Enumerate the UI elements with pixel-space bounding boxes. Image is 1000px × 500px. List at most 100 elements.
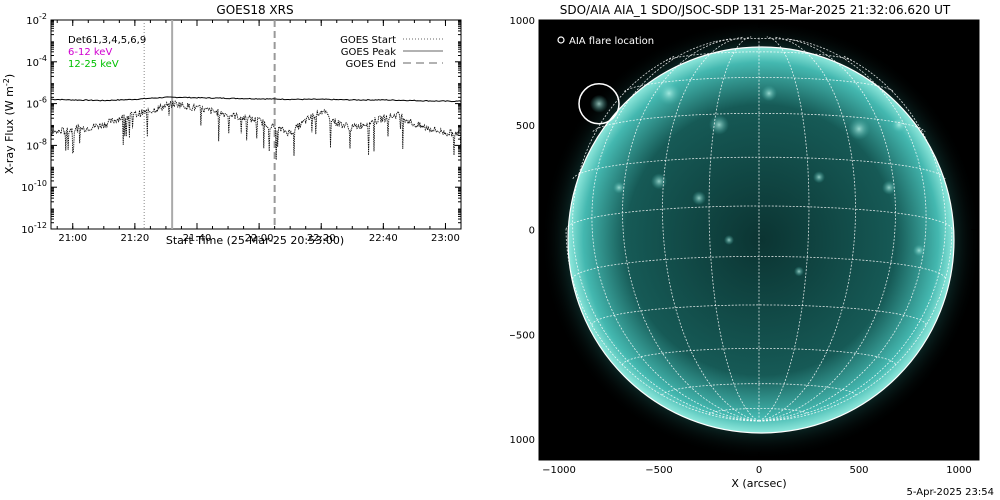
aia-y-tick-labels: −1000 −500 0 500 1000 [510, 16, 535, 446]
goes-axis-ticks [51, 19, 462, 230]
active-region-glow [590, 94, 608, 113]
goes-y-tick-label: 10-4 [26, 54, 47, 69]
y-tick-base: 10 [26, 141, 39, 152]
longitude-line [591, 41, 760, 422]
heliographic-grid [565, 36, 953, 422]
active-region-glow [613, 181, 625, 194]
goes-legend-left-item: Det61,3,4,5,6,9 [68, 35, 146, 46]
longitude-line [708, 36, 760, 422]
longitude-line [758, 36, 856, 422]
aia-y-tick-label: −500 [510, 330, 535, 341]
goes-legend-right-label: GOES Start [340, 35, 396, 46]
goes-x-tick-label: 21:20 [120, 233, 149, 244]
active-region-glow [761, 85, 777, 102]
active-region-glow [848, 117, 870, 140]
aia-legend-symbol [557, 36, 565, 44]
active-region-glow [913, 244, 925, 257]
aia-x-axis-label: X (arcsec) [731, 477, 786, 490]
active-region-glow [813, 171, 825, 184]
goes-x-tick-label: 21:40 [183, 233, 212, 244]
active-region-glow [651, 173, 667, 190]
goes-x-tick-label: 22:40 [369, 233, 398, 244]
y-tick-base: 10 [26, 58, 39, 69]
latitude-line [708, 408, 810, 415]
goes-x-tick-label: 22:20 [307, 233, 336, 244]
goes-series-short [50, 100, 462, 163]
y-tick-exponent: -2 [39, 12, 47, 21]
goes-legend-right-label: GOES Peak [341, 47, 396, 58]
solar-limb [567, 46, 955, 434]
aia-y-tick-label: 1000 [510, 16, 535, 27]
generation-timestamp: 5-Apr-2025 23:54 [906, 487, 994, 498]
y-tick-exponent: -10 [34, 179, 47, 188]
goes-flux-series [50, 96, 462, 163]
aia-y-tick-label: 500 [516, 121, 535, 132]
longitude-line [758, 38, 896, 422]
goes-y-tick-label: 10-2 [26, 12, 47, 27]
active-region-glow [724, 235, 734, 245]
goes-series-long [51, 96, 462, 103]
goes-legend-left-item: 12-25 keV [68, 59, 119, 70]
goes-x-tick-label: 22:00 [245, 233, 274, 244]
aia-x-tick-label: 1000 [946, 465, 971, 476]
goes-x-tick-labels: 21:00 21:20 21:40 22:00 22:20 22:40 23:00 [58, 233, 460, 244]
latitude-line [592, 113, 926, 132]
y-tick-base: 10 [21, 225, 34, 236]
aia-x-tick-label: 0 [756, 465, 762, 476]
active-region-glow [657, 81, 681, 106]
goes-y-tick-label: 10-6 [26, 96, 47, 111]
active-regions [590, 81, 925, 277]
active-region-glow [692, 191, 706, 206]
aia-axis-ticks [539, 19, 979, 460]
goes-ylabel-sup: -2 [2, 78, 11, 86]
aia-x-tick-labels: −1000 −500 0 500 1000 [542, 465, 972, 476]
latitude-line [662, 383, 856, 396]
aia-y-tick-label: −1000 [510, 435, 535, 446]
goes-ylabel-close: ) [3, 74, 16, 78]
longitude-line [758, 229, 953, 422]
y-tick-exponent: -8 [39, 137, 47, 146]
longitude-line [572, 55, 760, 422]
goes-plot-frame [50, 19, 462, 230]
aia-x-tick-label: 500 [849, 465, 868, 476]
aia-x-tick-label: −1000 [542, 465, 576, 476]
flare-circle [578, 83, 620, 125]
goes-y-tick-label: 10-12 [21, 221, 47, 236]
y-tick-exponent: -12 [34, 221, 47, 230]
y-tick-exponent: -4 [39, 54, 47, 63]
y-tick-exponent: -6 [39, 96, 47, 105]
y-tick-base: 10 [26, 16, 39, 27]
longitude-line [758, 36, 810, 422]
goes-event-lines [143, 20, 276, 229]
active-region-glow [709, 114, 729, 135]
goes-y-tick-label: 10-8 [26, 137, 47, 152]
goes-legend-left-item: 6-12 keV [68, 47, 112, 58]
flare-location-marker [578, 83, 620, 125]
aia-title: SDO/AIA AIA_1 SDO/JSOC-SDP 131 25-Mar-20… [560, 3, 951, 17]
aia-image-plot: SDO/AIA AIA_1 SDO/JSOC-SDP 131 25-Mar-20… [510, 3, 980, 490]
goes-legend-right-label: GOES End [346, 59, 396, 70]
longitude-line [758, 41, 927, 422]
goes-title: GOES18 XRS [216, 3, 293, 17]
active-region-glow [794, 266, 804, 277]
active-region-glow [891, 116, 907, 133]
latitude-line [665, 51, 853, 61]
latitude-line [591, 304, 927, 326]
active-region-glow [882, 180, 896, 195]
longitude-line [758, 55, 946, 422]
goes-y-axis-label: X-ray Flux (W m-2) [2, 74, 16, 174]
y-tick-base: 10 [21, 183, 34, 194]
goes-x-axis-label: Start Time (25-Mar-25 20:53:00) [166, 234, 344, 247]
longitude-line [622, 38, 760, 422]
longitude-line [565, 229, 760, 422]
latitude-line [623, 76, 895, 92]
aia-y-tick-label: 0 [529, 226, 535, 237]
goes-x-tick-label: 23:00 [431, 233, 460, 244]
solar-disk [568, 47, 954, 433]
goes-y-tick-label: 10-10 [21, 179, 47, 194]
aia-x-tick-label: −500 [645, 465, 672, 476]
